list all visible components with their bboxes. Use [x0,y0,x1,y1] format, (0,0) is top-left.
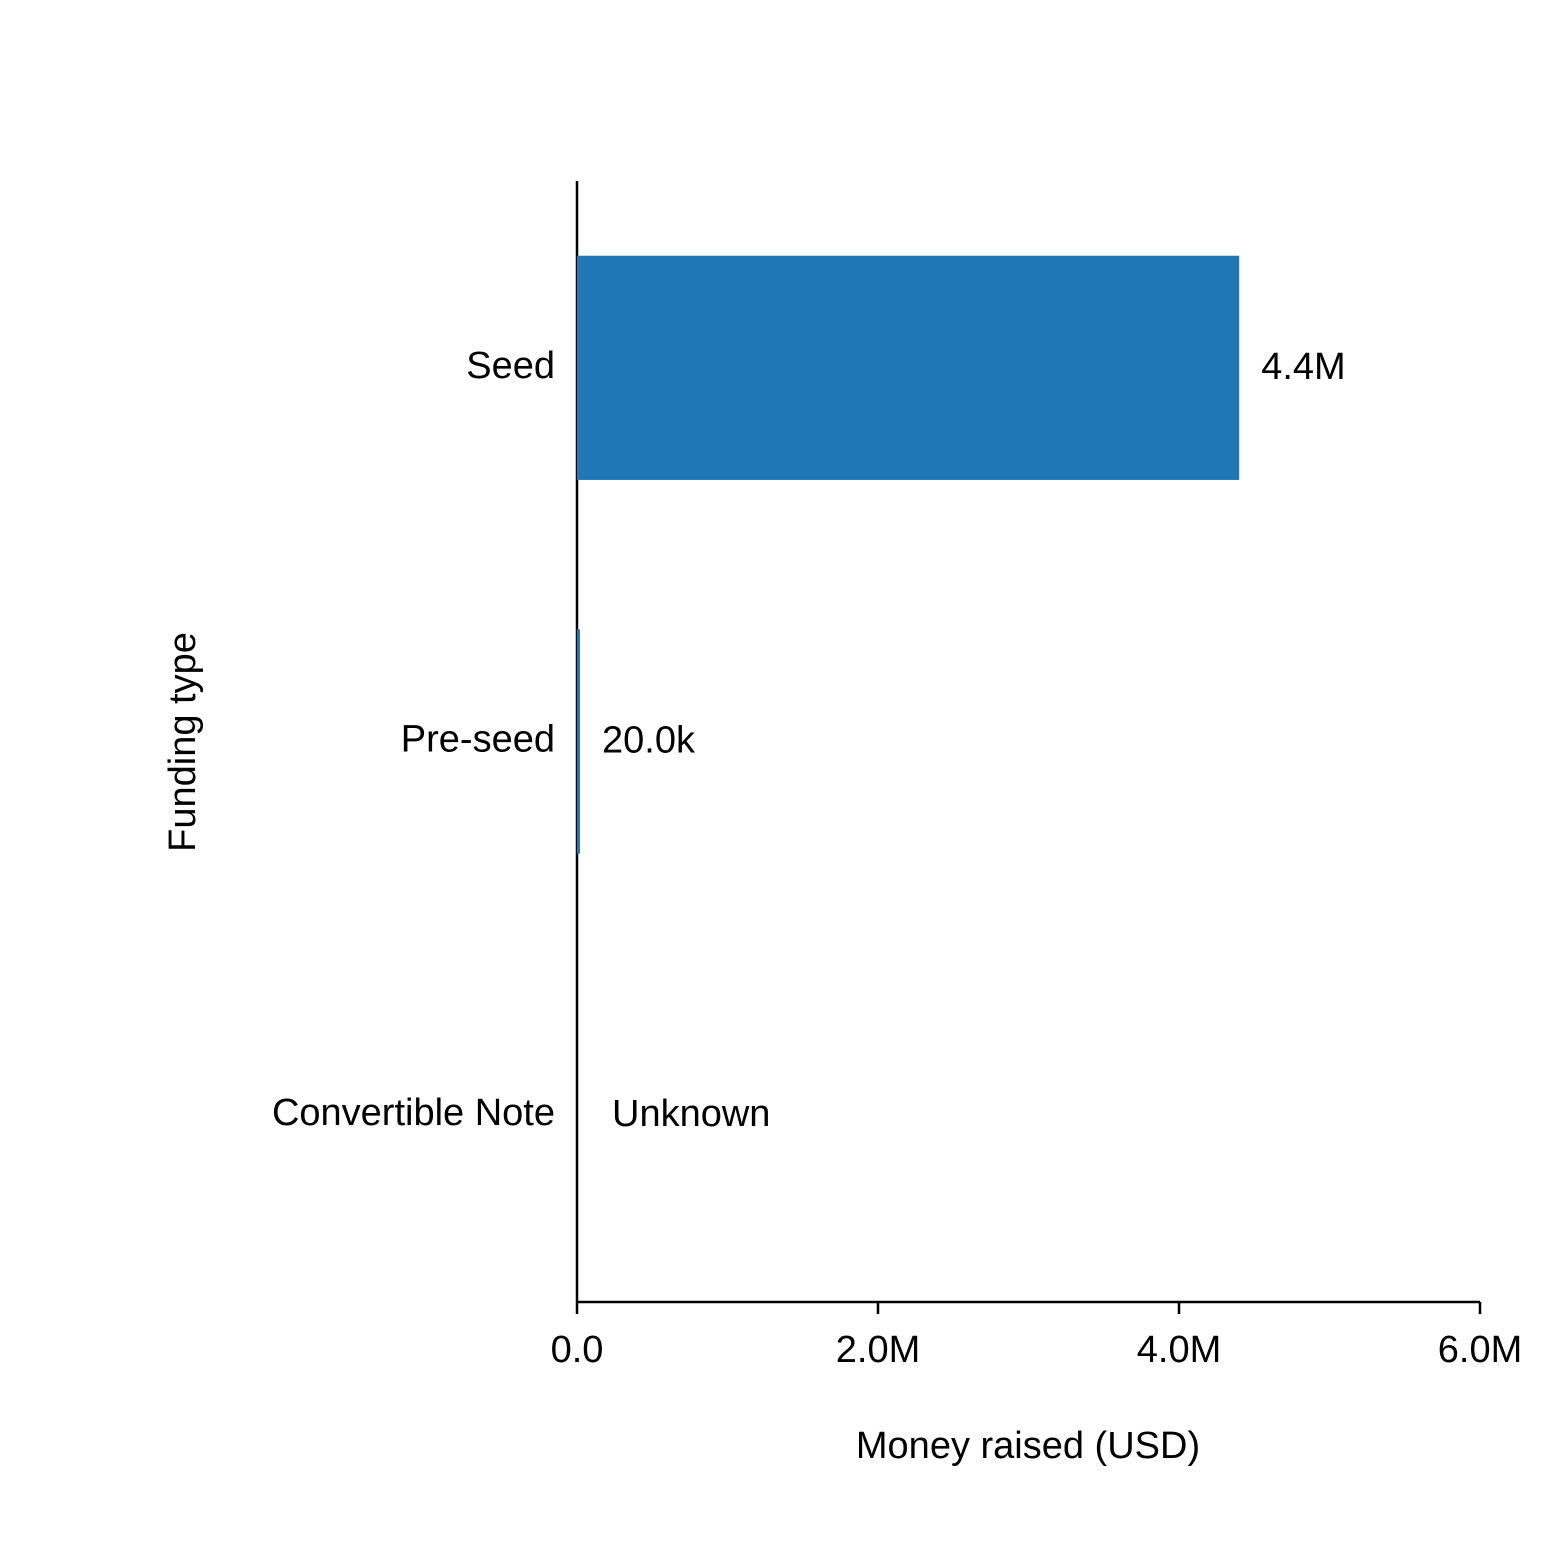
y-tick-label: Seed [466,345,555,387]
bar [577,255,1240,480]
x-tick-label: 2.0M [836,1329,920,1371]
y-tick-label: Convertible Note [272,1092,555,1134]
y-axis-label: Funding type [162,632,204,852]
value-label: 20.0k [602,720,696,762]
value-label: 4.4M [1261,346,1345,388]
x-axis-label: Money raised (USD) [856,1425,1200,1467]
x-tick-label: 6.0M [1438,1329,1522,1371]
x-tick-label: 4.0M [1137,1329,1221,1371]
bar [577,629,581,854]
y-tick-label: Pre-seed [401,719,555,761]
value-label: Unknown [612,1093,770,1135]
x-tick-label: 0.0 [551,1329,604,1371]
